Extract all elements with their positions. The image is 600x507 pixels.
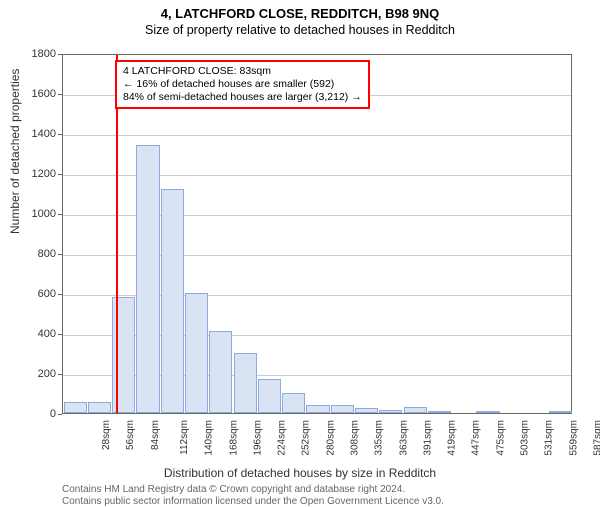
annotation-line2: ← 16% of detached houses are smaller (59… [123,78,362,91]
annotation-line3: 84% of semi-detached houses are larger (… [123,91,362,104]
x-tick-label: 252sqm [301,420,312,456]
histogram-bar [64,402,87,413]
y-tick-mark [58,294,62,295]
y-tick-mark [58,54,62,55]
histogram-bar [355,408,378,413]
y-tick-label: 1200 [6,168,56,180]
histogram-bar [404,407,427,413]
histogram-bar [282,393,305,413]
x-tick-label: 419sqm [447,420,458,456]
x-tick-label: 391sqm [422,420,433,456]
histogram-bar [234,353,257,413]
page-title-sub: Size of property relative to detached ho… [0,23,600,37]
footer-copyright-2: Contains public sector information licen… [62,496,444,507]
y-tick-mark [58,94,62,95]
histogram-bar [209,331,232,413]
x-tick-label: 531sqm [544,420,555,456]
y-tick-mark [58,334,62,335]
x-tick-label: 587sqm [592,420,600,456]
x-tick-label: 84sqm [150,420,161,450]
page-title-address: 4, LATCHFORD CLOSE, REDDITCH, B98 9NQ [0,6,600,21]
y-tick-label: 1600 [6,88,56,100]
y-tick-label: 1000 [6,208,56,220]
y-tick-mark [58,374,62,375]
x-axis-label: Distribution of detached houses by size … [0,466,600,480]
x-tick-label: 363sqm [398,420,409,456]
y-tick-label: 400 [6,328,56,340]
y-tick-mark [58,174,62,175]
histogram-bar [549,411,572,413]
y-tick-mark [58,414,62,415]
gridline [63,135,571,136]
histogram-bar [379,410,402,413]
x-tick-label: 112sqm [179,420,190,455]
y-tick-label: 600 [6,288,56,300]
histogram-bar [88,402,111,413]
histogram-bar [185,293,208,413]
x-tick-label: 168sqm [228,420,239,456]
y-tick-mark [58,134,62,135]
y-tick-mark [58,214,62,215]
x-tick-label: 196sqm [252,420,263,456]
annotation-line1: 4 LATCHFORD CLOSE: 83sqm [123,65,362,78]
x-tick-label: 308sqm [350,420,361,456]
y-tick-mark [58,254,62,255]
y-tick-label: 800 [6,248,56,260]
footer-copyright-1: Contains HM Land Registry data © Crown c… [62,484,405,495]
x-tick-label: 559sqm [568,420,579,456]
x-tick-label: 140sqm [204,420,215,456]
annotation-box: 4 LATCHFORD CLOSE: 83sqm← 16% of detache… [115,60,370,109]
x-tick-label: 224sqm [277,420,288,456]
x-tick-label: 503sqm [520,420,531,456]
histogram-bar [428,411,451,413]
x-tick-label: 475sqm [495,420,506,456]
x-tick-label: 56sqm [125,420,136,450]
y-tick-label: 1400 [6,128,56,140]
x-tick-label: 447sqm [471,420,482,456]
histogram-bar [476,411,499,413]
histogram-bar [136,145,159,413]
y-tick-label: 0 [6,408,56,420]
histogram-bar [161,189,184,413]
histogram-bar [306,405,329,413]
x-tick-label: 280sqm [325,420,336,456]
histogram-bar [331,405,354,413]
x-tick-label: 28sqm [101,420,112,450]
histogram-plot-area: 4 LATCHFORD CLOSE: 83sqm← 16% of detache… [62,54,572,414]
histogram-bar [258,379,281,413]
y-tick-label: 1800 [6,48,56,60]
y-tick-label: 200 [6,368,56,380]
x-tick-label: 335sqm [374,420,385,456]
